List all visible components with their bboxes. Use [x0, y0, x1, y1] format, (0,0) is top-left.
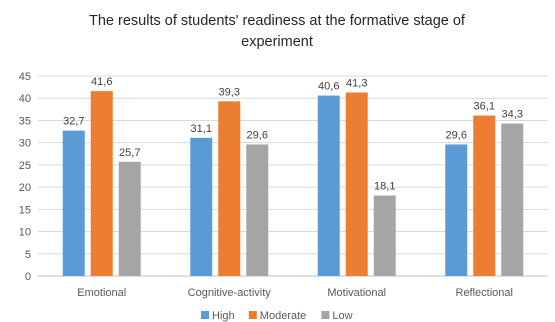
legend-label-high: High — [212, 310, 235, 322]
data-label: 25,7 — [119, 147, 140, 159]
x-category-label: Reflectional — [456, 287, 513, 299]
data-label: 40,6 — [318, 81, 339, 93]
bar-moderate-reflectional — [473, 115, 496, 276]
y-tick-label: 0 — [25, 271, 31, 283]
x-category-label: Emotional — [77, 287, 126, 299]
bar-moderate-cognitive-activity — [218, 101, 241, 276]
bar-low-reflectional — [501, 123, 524, 276]
y-tick-label: 45 — [19, 71, 31, 83]
x-category-label: Cognitive-activity — [188, 287, 272, 299]
data-label: 41,3 — [346, 77, 367, 89]
y-tick-label: 40 — [19, 93, 31, 105]
y-tick-label: 15 — [19, 204, 31, 216]
legend: High Moderate Low — [201, 310, 353, 322]
y-tick-label: 35 — [19, 115, 31, 127]
legend-label-moderate: Moderate — [260, 310, 306, 322]
bar-high-emotional — [62, 130, 85, 276]
legend-swatch-low — [321, 311, 330, 319]
y-tick-label: 25 — [19, 160, 31, 172]
y-tick-label: 20 — [19, 182, 31, 194]
chart-title: The results of students' readiness at th… — [89, 13, 466, 50]
data-label: 29,6 — [446, 129, 467, 141]
chart-title-line-2: experiment — [241, 34, 313, 50]
bars — [62, 91, 524, 276]
y-axis: 0 5 10 15 20 25 30 35 40 45 — [19, 71, 31, 283]
data-label: 31,1 — [191, 123, 212, 135]
data-labels: 32,7 41,6 25,7 31,1 39,3 29,6 40,6 41,3 18,1 29,6… — [63, 76, 523, 192]
data-label: 18,1 — [374, 181, 395, 193]
legend-swatch-high — [201, 311, 209, 319]
data-label: 39,3 — [219, 86, 240, 98]
data-label: 41,6 — [91, 76, 112, 88]
bar-low-cognitive-activity — [246, 144, 269, 276]
bar-high-motivational — [317, 95, 340, 276]
gridlines — [38, 75, 548, 277]
bar-low-emotional — [118, 161, 141, 276]
legend-label-low: Low — [332, 310, 352, 322]
data-label: 29,6 — [247, 129, 268, 141]
data-label: 36,1 — [474, 101, 495, 113]
bar-high-reflectional — [445, 144, 468, 276]
y-tick-label: 30 — [19, 138, 31, 150]
x-category-label: Motivational — [327, 287, 386, 299]
y-tick-label: 5 — [25, 249, 31, 261]
y-tick-label: 10 — [19, 227, 31, 239]
bar-low-motivational — [373, 195, 396, 276]
data-label: 32,7 — [63, 116, 84, 128]
data-label: 34,3 — [502, 109, 523, 121]
bar-moderate-emotional — [90, 91, 113, 276]
bar-moderate-motivational — [345, 92, 368, 276]
legend-swatch-moderate — [248, 311, 257, 319]
x-axis: Emotional Cognitive-activity Motivational R… — [77, 287, 513, 299]
bar-high-cognitive-activity — [190, 137, 213, 276]
chart-title-line-1: The results of students' readiness at th… — [89, 13, 466, 29]
